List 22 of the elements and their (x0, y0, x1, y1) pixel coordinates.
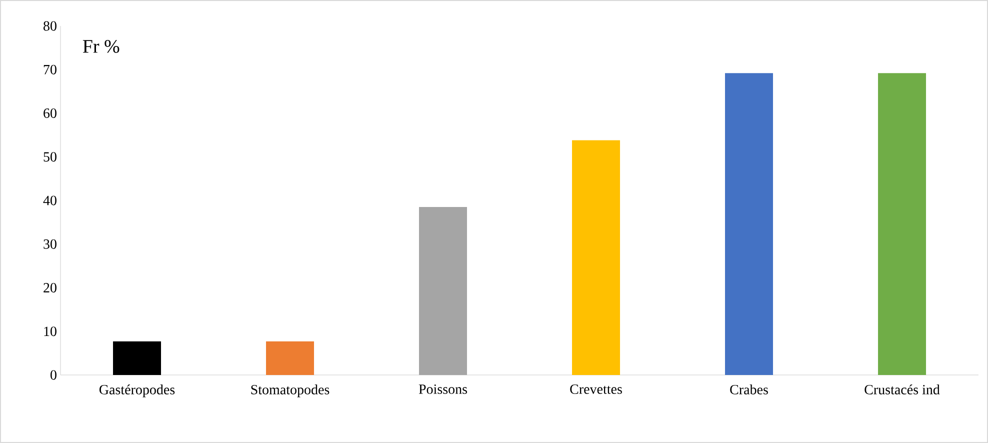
bar (725, 73, 774, 375)
y-tick-label: 80 (44, 21, 56, 31)
y-tick-label: 70 (44, 64, 56, 74)
y-tick-label: 20 (44, 283, 56, 292)
bar (572, 140, 620, 375)
y-tick-label: 50 (44, 152, 56, 162)
bar (419, 207, 468, 375)
x-tick-label: Crustacés ind (864, 384, 940, 394)
y-axis-title: Fr % (82, 40, 120, 53)
bar (266, 341, 314, 375)
bar (878, 73, 926, 375)
bar (113, 341, 162, 375)
y-tick-label: 40 (43, 196, 56, 206)
x-tick-label: Gastéropodes (99, 384, 175, 398)
x-tick-label: Poissons (418, 384, 468, 394)
y-tick-label: 30 (44, 239, 56, 249)
y-tick-label: 0 (50, 370, 56, 380)
x-tick-label: Crevettes (570, 384, 622, 394)
y-tick-label: 10 (44, 326, 56, 336)
y-tick-label: 60 (44, 108, 56, 118)
x-tick-label: Crabes (730, 384, 768, 394)
x-tick-label: Stomatopodes (251, 384, 330, 398)
